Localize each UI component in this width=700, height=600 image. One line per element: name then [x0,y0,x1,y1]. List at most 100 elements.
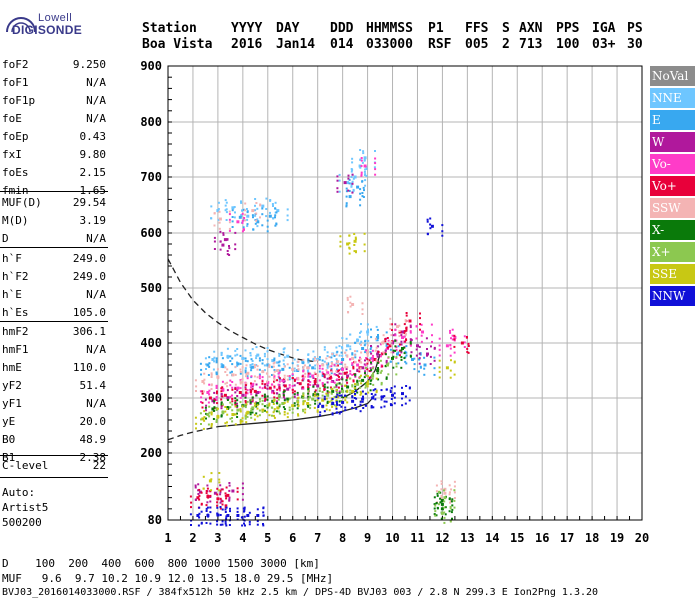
param-value: 2.38 [79,451,107,464]
data-point [241,393,245,397]
series-x- [199,356,456,524]
param-row: fmin 1.65 [2,184,106,200]
echo-pixel [436,492,439,495]
echo-pixel [387,373,390,376]
data-point [251,406,255,410]
param-row: hmF2 306.1 [2,325,106,341]
echo-pixel [463,346,466,348]
echo-pixel [231,216,234,218]
echo-pixel [338,173,341,176]
echo-pixel [312,384,315,387]
echo-pixel [390,334,393,337]
echo-pixel [341,385,344,387]
echo-pixel [359,158,362,161]
data-point [281,367,285,371]
echo-pixel [375,339,378,342]
echo-pixel [276,410,278,413]
echo-pixel [224,520,227,523]
echo-pixel [296,393,299,396]
echo-pixel [359,204,362,207]
echo-pixel [415,325,418,328]
echo-pixel [385,376,388,379]
echo-pixel [262,506,265,509]
echo-pixel [345,195,348,198]
echo-pixel [319,414,322,417]
echo-pixel [367,339,370,342]
echo-pixel [225,486,228,489]
echo-pixel [356,391,359,394]
echo-pixel [250,382,252,385]
echo-pixel [239,387,242,390]
echo-pixel [222,243,225,246]
echo-pixel [293,402,296,405]
echo-pixel [409,330,412,333]
echo-pixel [282,351,285,354]
echo-pixel [384,340,387,343]
echo-pixel [348,182,351,185]
echo-pixel [359,375,361,378]
echo-pixel [404,395,407,398]
data-point [366,382,370,386]
echo-pixel [253,404,256,407]
echo-pixel [231,381,234,383]
echo-pixel [241,420,244,423]
echo-pixel [258,391,261,394]
echo-pixel [326,400,329,403]
echo-pixel [389,348,392,351]
echo-pixel [451,328,454,331]
echo-pixel [371,349,374,352]
echo-pixel [231,409,234,412]
echo-pixel [239,380,242,383]
echo-pixel [434,510,437,513]
echo-pixel [228,524,231,526]
echo-pixel [273,379,276,382]
echo-pixel [229,401,232,404]
data-point [236,514,240,517]
param-value: 249.0 [72,252,106,265]
x-tick-label: 16 [535,531,549,545]
echo-pixel [328,356,331,359]
echo-pixel [225,497,228,500]
echo-pixel [302,410,305,413]
autoscale-line3: 500200 [2,516,42,529]
echo-pixel [369,382,372,385]
echo-pixel [409,326,412,329]
echo-pixel [228,499,231,502]
echo-pixel [278,412,281,415]
echo-pixel [362,150,365,153]
echo-pixel [252,228,255,231]
echo-pixel [200,418,203,421]
echo-pixel [418,357,421,360]
echo-pixel [441,230,444,233]
param-value: 105.0 [72,306,106,319]
echo-pixel [331,353,334,355]
echo-pixel [226,413,229,416]
echo-pixel [372,383,375,386]
header-label-iga: IGA [592,21,616,36]
echo-pixel [354,385,357,388]
echo-pixel [360,173,363,176]
data-point [256,514,260,517]
echo-pixel [375,325,378,328]
echo-pixel [351,406,354,409]
echo-pixel [244,359,247,362]
echo-pixel [348,234,351,237]
header-value-year: 2016 [231,37,263,52]
echo-pixel [302,358,305,361]
echo-pixel [209,511,212,514]
data-point [256,402,260,405]
echo-pixel [255,392,258,395]
echo-pixel [375,389,378,392]
echo-pixel [302,366,305,369]
echo-pixel [293,358,296,361]
header-label-ddd: DDD [330,21,354,36]
x-tick-label: 17 [560,531,574,545]
echo-pixel [254,204,256,207]
echo-pixel [251,360,254,362]
echo-pixel [282,363,285,366]
param-row: h`F 249.0 [2,252,106,268]
echo-pixel [325,404,328,407]
echo-pixel [344,396,347,399]
echo-pixel [314,389,317,392]
echo-pixel [241,212,244,215]
